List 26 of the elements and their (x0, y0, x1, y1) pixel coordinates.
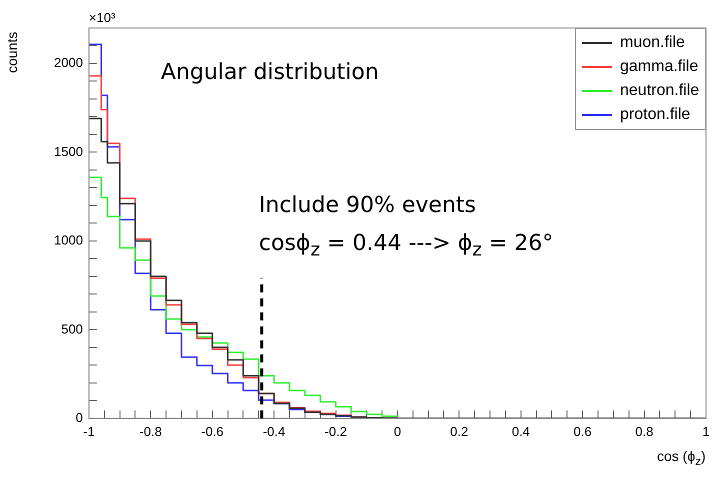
x-tick-label: 0.2 (450, 424, 468, 439)
y-tick-label: 1500 (54, 144, 83, 159)
y-axis-title: counts (4, 32, 20, 73)
legend-label: neutron.file (620, 82, 700, 100)
y-tick-label: 2000 (54, 55, 83, 70)
x-tick-label: -1 (83, 424, 95, 439)
annotation: Include 90% events (258, 193, 476, 218)
x-tick-label: 0.8 (635, 424, 654, 439)
y-tick-label: 0 (76, 410, 83, 425)
text: ×10³ (88, 10, 116, 25)
x-tick-label: -0.4 (262, 424, 286, 439)
x-tick-label: 1 (702, 424, 710, 439)
x-tick-label: -0.2 (324, 424, 347, 439)
legend-label: gamma.file (620, 58, 698, 76)
y-tick-label: 1000 (54, 232, 83, 248)
x-tick-label: -0.6 (201, 424, 224, 439)
x-tick-label: -0.8 (139, 424, 162, 439)
legend-label: proton.file (620, 106, 690, 124)
legend-label: muon.file (620, 34, 685, 52)
x-tick-label: 0.6 (574, 424, 592, 439)
x-axis-title: cos (ϕ$_{z}$) (657, 448, 706, 468)
annotation: cosϕ$_{z}$ = 0.44 ---> ϕ$_{z}$ = 26° (258, 231, 554, 260)
x-tick-label: 0 (394, 424, 402, 439)
annotation: Angular distribution (160, 60, 379, 85)
x-tick-label: 0.4 (512, 424, 530, 439)
y-tick-label: 500 (61, 321, 83, 336)
